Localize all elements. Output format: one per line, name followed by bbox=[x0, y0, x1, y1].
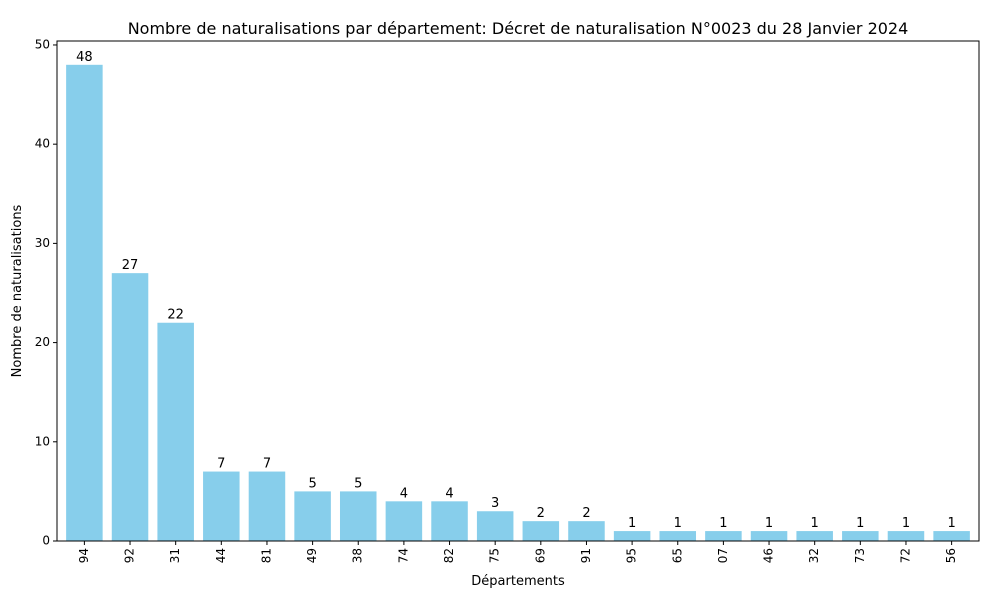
bar-31 bbox=[157, 322, 194, 541]
x-tick-label-92: 92 bbox=[123, 548, 137, 563]
x-tick-label-81: 81 bbox=[259, 548, 273, 563]
x-tick-label-38: 38 bbox=[351, 548, 365, 563]
x-tick-label-72: 72 bbox=[898, 548, 912, 563]
data-label-32: 1 bbox=[811, 516, 819, 531]
y-tick-label-40: 40 bbox=[35, 137, 50, 151]
x-axis-label: Départements bbox=[471, 574, 565, 589]
data-label-92: 27 bbox=[122, 258, 139, 273]
x-tick-label-73: 73 bbox=[853, 548, 867, 563]
data-label-49: 5 bbox=[308, 476, 316, 491]
y-axis-label: Nombre de naturalisations bbox=[10, 204, 25, 377]
data-label-91: 2 bbox=[582, 506, 590, 521]
bar-74 bbox=[385, 501, 423, 541]
bar-75 bbox=[476, 511, 514, 541]
x-tick-label-31: 31 bbox=[168, 548, 182, 563]
chart-title: Nombre de naturalisations par départemen… bbox=[128, 19, 909, 38]
bar-73 bbox=[842, 531, 879, 541]
bar-92 bbox=[111, 273, 149, 541]
x-tick-label-75: 75 bbox=[488, 548, 502, 563]
y-tick-label-10: 10 bbox=[35, 434, 50, 448]
x-tick-label-82: 82 bbox=[442, 548, 456, 563]
bar-46 bbox=[750, 531, 788, 541]
data-label-38: 5 bbox=[354, 476, 362, 491]
x-tick-label-91: 91 bbox=[579, 548, 593, 563]
bar-95 bbox=[613, 531, 651, 541]
data-label-94: 48 bbox=[76, 50, 93, 65]
bar-81 bbox=[248, 471, 286, 541]
y-tick-label-50: 50 bbox=[35, 37, 50, 51]
y-tick-label-20: 20 bbox=[35, 335, 50, 349]
plot-frame bbox=[56, 40, 980, 542]
x-tick-label-44: 44 bbox=[214, 548, 228, 563]
x-tick-label-95: 95 bbox=[625, 548, 639, 563]
bar-91 bbox=[568, 521, 605, 541]
bar-38 bbox=[339, 491, 377, 541]
x-tick-label-69: 69 bbox=[533, 548, 547, 563]
data-label-69: 2 bbox=[537, 506, 545, 521]
data-label-72: 1 bbox=[902, 516, 910, 531]
data-label-81: 7 bbox=[263, 457, 271, 472]
y-tick-label-30: 30 bbox=[35, 236, 50, 250]
bar-32 bbox=[796, 531, 833, 541]
bar-49 bbox=[294, 491, 331, 541]
y-axis: 0 10 20 30 40 50 bbox=[35, 37, 57, 548]
data-label-73: 1 bbox=[856, 516, 864, 531]
data-label-82: 4 bbox=[445, 486, 453, 501]
x-tick-label-94: 94 bbox=[77, 548, 91, 563]
data-label-56: 1 bbox=[947, 516, 955, 531]
data-label-65: 1 bbox=[674, 516, 682, 531]
bar-69 bbox=[522, 521, 560, 541]
x-tick-label-32: 32 bbox=[807, 548, 821, 563]
data-label-95: 1 bbox=[628, 516, 636, 531]
data-label-74: 4 bbox=[400, 486, 408, 501]
x-tick-label-56: 56 bbox=[944, 548, 958, 563]
x-tick-label-49: 49 bbox=[305, 548, 319, 563]
x-tick-label-46: 46 bbox=[762, 548, 776, 563]
bar-72 bbox=[887, 531, 925, 541]
bar-82 bbox=[431, 501, 468, 541]
bar-44 bbox=[203, 471, 240, 541]
bar-56 bbox=[933, 531, 970, 541]
x-tick-label-07: 07 bbox=[716, 548, 730, 563]
bar-94 bbox=[66, 64, 103, 542]
x-tick-label-65: 65 bbox=[670, 548, 684, 563]
bar-07 bbox=[705, 531, 742, 541]
data-label-46: 1 bbox=[765, 516, 773, 531]
x-axis: 94 92 31 44 81 49 38 74 82 75 69 91 95 65 07 46 32 73 72 56 bbox=[77, 541, 958, 563]
data-label-44: 7 bbox=[217, 457, 225, 472]
bar-65 bbox=[659, 531, 697, 541]
data-label-07: 1 bbox=[719, 516, 727, 531]
y-tick-label-0: 0 bbox=[42, 534, 50, 548]
data-label-75: 3 bbox=[491, 496, 499, 511]
data-label-31: 22 bbox=[167, 308, 184, 323]
x-tick-label-74: 74 bbox=[396, 548, 410, 563]
